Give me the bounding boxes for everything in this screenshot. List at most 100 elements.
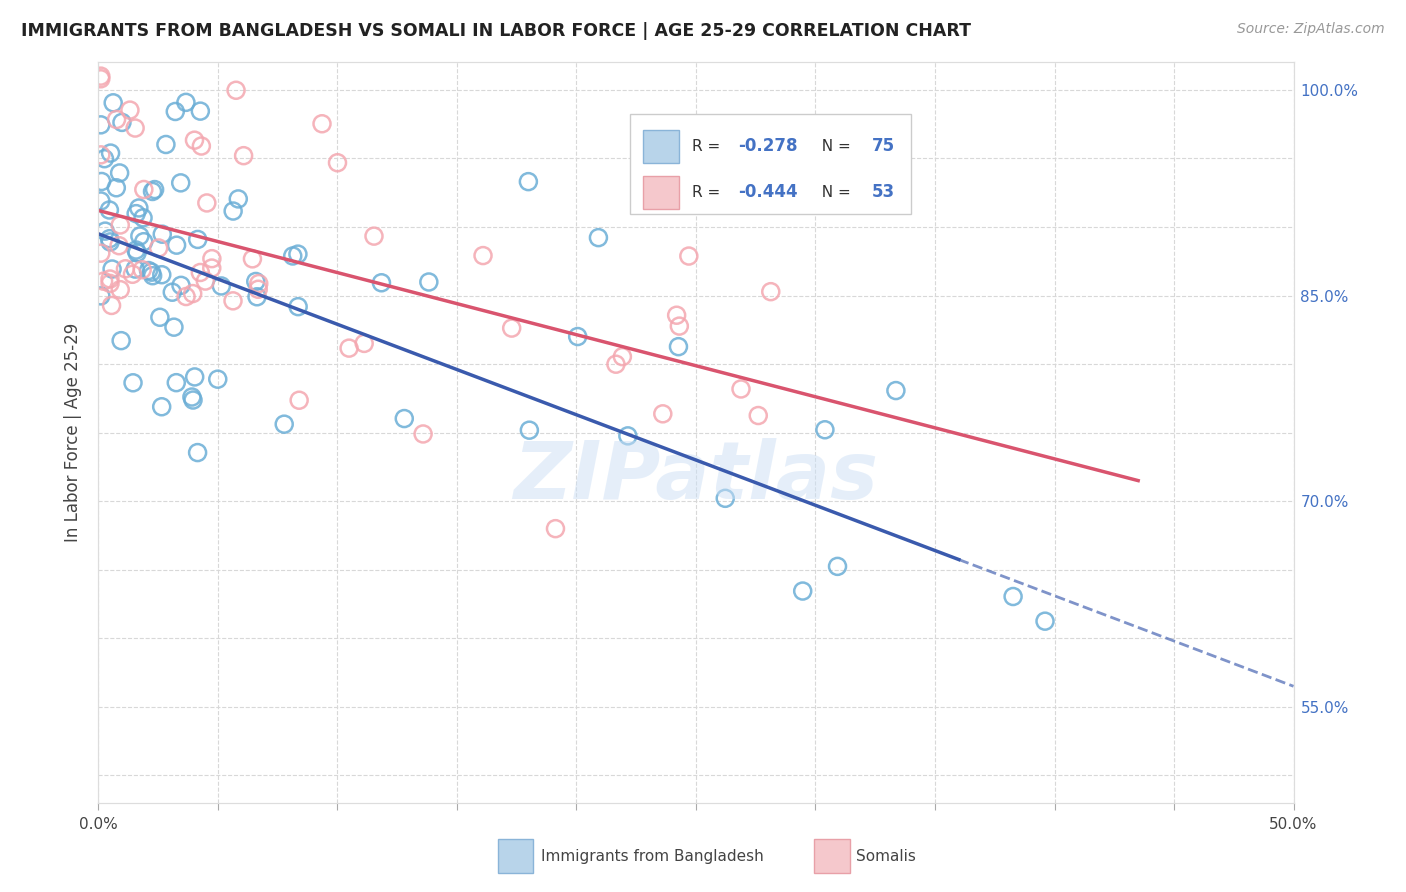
Point	[90, 289, 112, 303]
Point	[138, 263, 160, 277]
Point	[108, 238, 131, 252]
Point	[142, 268, 165, 283]
Point	[281, 249, 304, 263]
Point	[353, 336, 375, 351]
Point	[170, 278, 193, 293]
Point	[288, 393, 311, 408]
Point	[111, 115, 134, 129]
Text: ZIPatlas: ZIPatlas	[513, 438, 879, 516]
Point	[222, 293, 245, 308]
Point	[617, 429, 640, 443]
Point	[181, 392, 204, 407]
Point	[567, 329, 589, 343]
Point	[108, 166, 131, 180]
FancyBboxPatch shape	[814, 839, 851, 873]
Point	[668, 319, 690, 334]
Point	[90, 194, 112, 208]
Point	[128, 229, 150, 244]
Point	[225, 83, 247, 97]
Point	[195, 196, 218, 211]
Point	[226, 192, 249, 206]
Point	[101, 262, 124, 277]
Point	[121, 268, 143, 282]
Point	[612, 350, 634, 364]
Point	[141, 265, 163, 279]
Point	[93, 274, 115, 288]
Text: -0.278: -0.278	[738, 137, 797, 155]
Point	[519, 423, 541, 437]
Point	[110, 334, 132, 348]
Point	[588, 230, 610, 244]
Text: R =: R =	[692, 185, 725, 200]
Point	[287, 247, 309, 261]
Point	[201, 252, 224, 266]
Point	[150, 227, 173, 242]
Text: Source: ZipAtlas.com: Source: ZipAtlas.com	[1237, 22, 1385, 37]
Y-axis label: In Labor Force | Age 25-29: In Labor Force | Age 25-29	[65, 323, 83, 542]
Point	[124, 121, 146, 136]
Point	[98, 272, 121, 286]
Point	[651, 407, 673, 421]
Point	[1033, 614, 1056, 628]
Point	[246, 290, 269, 304]
Point	[247, 282, 270, 296]
Point	[1002, 590, 1025, 604]
Point	[105, 181, 128, 195]
Point	[132, 182, 155, 196]
Point	[792, 584, 814, 599]
Point	[337, 341, 360, 355]
Point	[124, 262, 146, 277]
Point	[98, 202, 121, 217]
Point	[232, 149, 254, 163]
Point	[180, 390, 202, 404]
Point	[730, 382, 752, 396]
FancyBboxPatch shape	[644, 130, 679, 162]
Point	[132, 235, 155, 249]
Point	[183, 133, 205, 147]
Point	[605, 357, 627, 371]
Point	[181, 286, 204, 301]
Point	[93, 152, 115, 166]
Point	[188, 265, 211, 279]
FancyBboxPatch shape	[498, 839, 533, 873]
Point	[150, 400, 173, 414]
Point	[94, 224, 117, 238]
Point	[412, 427, 434, 442]
Point	[128, 201, 150, 215]
Point	[150, 268, 173, 282]
Point	[114, 261, 136, 276]
Text: -0.444: -0.444	[738, 183, 797, 202]
Point	[127, 245, 149, 260]
Point	[110, 283, 132, 297]
Point	[187, 445, 209, 459]
Point	[90, 69, 112, 83]
Point	[90, 246, 112, 260]
Text: Immigrants from Bangladesh: Immigrants from Bangladesh	[541, 848, 763, 863]
Point	[125, 207, 148, 221]
Point	[201, 261, 224, 276]
Point	[118, 103, 141, 117]
FancyBboxPatch shape	[644, 176, 679, 209]
Text: Somalis: Somalis	[856, 848, 915, 863]
Point	[814, 423, 837, 437]
Point	[165, 376, 187, 390]
Point	[90, 118, 112, 132]
Point	[714, 491, 737, 506]
Point	[122, 376, 145, 390]
Text: IMMIGRANTS FROM BANGLADESH VS SOMALI IN LABOR FORCE | AGE 25-29 CORRELATION CHAR: IMMIGRANTS FROM BANGLADESH VS SOMALI IN …	[21, 22, 972, 40]
Point	[170, 176, 193, 190]
Point	[665, 308, 688, 322]
Text: 53: 53	[872, 183, 894, 202]
Point	[222, 204, 245, 219]
Point	[105, 112, 128, 127]
Point	[90, 174, 112, 188]
Point	[245, 275, 267, 289]
Point	[273, 417, 295, 432]
Point	[370, 276, 392, 290]
Point	[326, 155, 349, 169]
Point	[190, 139, 212, 153]
Point	[287, 300, 309, 314]
Point	[98, 235, 121, 249]
Point	[103, 95, 125, 110]
Point	[884, 384, 907, 398]
